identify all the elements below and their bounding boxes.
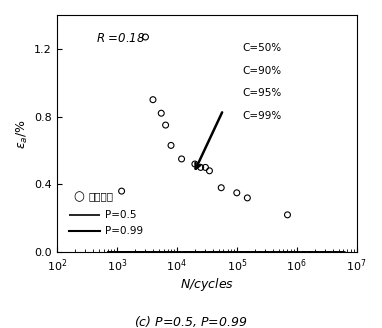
Point: [234, 190, 240, 195]
Text: 试验数据: 试验数据: [88, 191, 113, 201]
Y-axis label: $\varepsilon_a$/%: $\varepsilon_a$/%: [15, 119, 30, 149]
Point: [218, 185, 224, 190]
Point: [158, 111, 164, 116]
X-axis label: $N$/cycles: $N$/cycles: [180, 276, 234, 293]
Text: (c) $P$=0.5, $P$=0.99: (c) $P$=0.5, $P$=0.99: [134, 314, 248, 328]
Text: ○: ○: [73, 190, 84, 203]
Text: P=0.99: P=0.99: [105, 226, 143, 236]
Point: [150, 97, 156, 102]
Point: [192, 161, 198, 167]
Point: [142, 34, 149, 40]
Point: [168, 143, 174, 148]
Text: C=90%: C=90%: [243, 66, 282, 76]
Text: P=0.5: P=0.5: [105, 210, 136, 220]
Point: [244, 195, 251, 200]
Text: $R$ =0.18: $R$ =0.18: [96, 31, 145, 45]
Point: [118, 189, 125, 194]
Point: [178, 156, 185, 162]
Text: C=95%: C=95%: [243, 89, 282, 98]
Point: [202, 165, 209, 170]
Text: C=50%: C=50%: [243, 43, 282, 53]
Point: [163, 122, 169, 128]
Point: [285, 212, 291, 217]
Point: [197, 165, 204, 170]
Point: [206, 168, 212, 174]
Text: C=99%: C=99%: [243, 111, 282, 121]
